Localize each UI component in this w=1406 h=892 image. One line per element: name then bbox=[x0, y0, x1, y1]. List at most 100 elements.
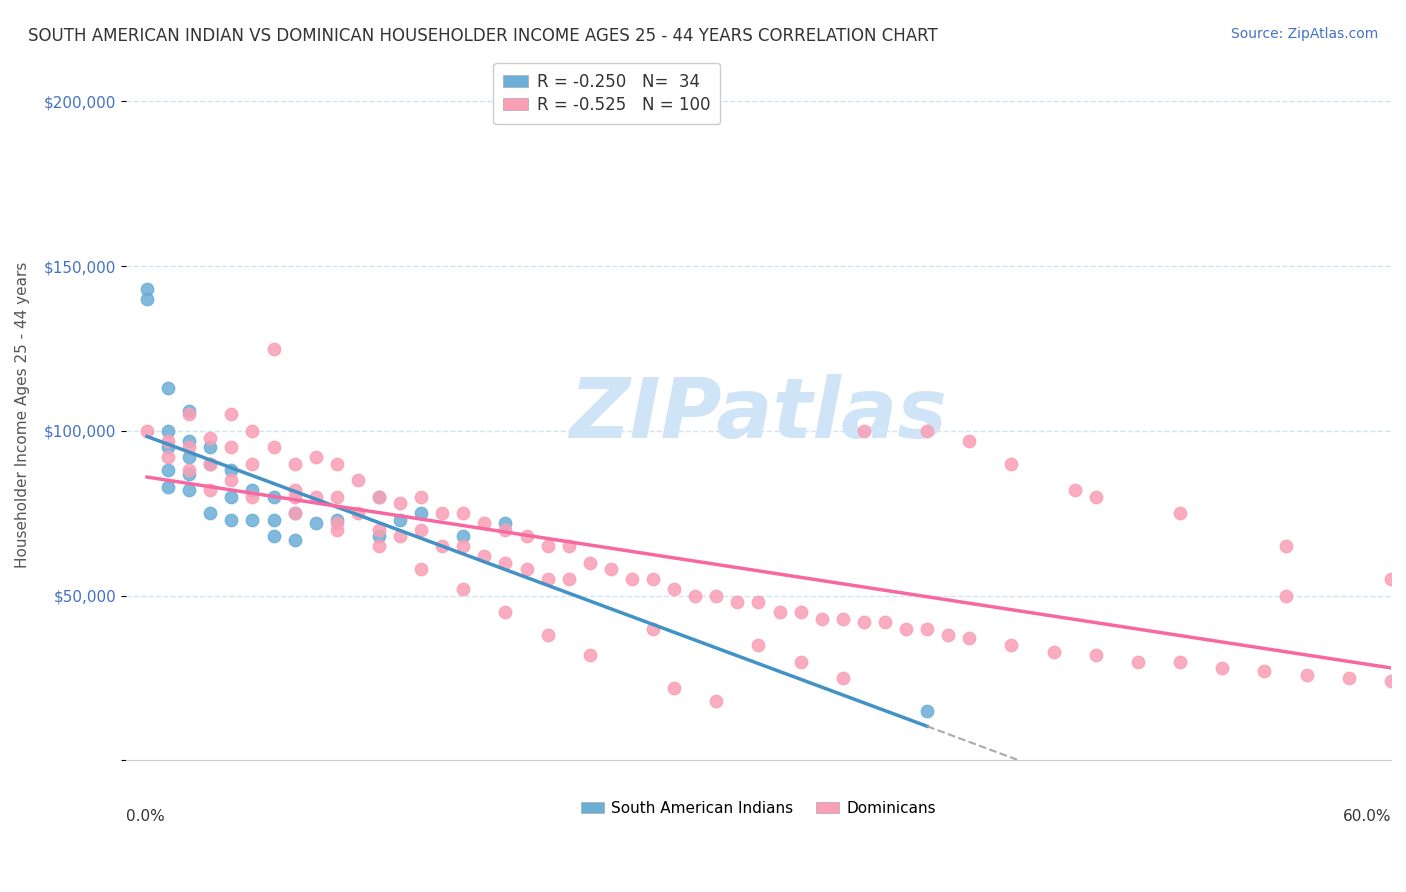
Point bbox=[389, 496, 412, 510]
Point bbox=[495, 523, 517, 537]
Point bbox=[284, 506, 307, 520]
Point bbox=[411, 490, 433, 504]
Point bbox=[157, 441, 180, 455]
Point bbox=[411, 523, 433, 537]
Point bbox=[157, 463, 180, 477]
Point bbox=[157, 450, 180, 465]
Point bbox=[1253, 665, 1275, 679]
Point bbox=[347, 506, 370, 520]
Point bbox=[831, 612, 853, 626]
Point bbox=[495, 605, 517, 619]
Point bbox=[200, 457, 222, 471]
Point bbox=[936, 628, 959, 642]
Point bbox=[221, 441, 243, 455]
Point bbox=[1042, 645, 1064, 659]
Point bbox=[789, 655, 811, 669]
Point bbox=[725, 595, 748, 609]
Point bbox=[326, 457, 349, 471]
Point bbox=[136, 292, 159, 306]
Point bbox=[157, 424, 180, 438]
Point bbox=[200, 506, 222, 520]
Point bbox=[157, 434, 180, 448]
Text: ZIPatlas: ZIPatlas bbox=[569, 374, 948, 455]
Point bbox=[179, 483, 201, 498]
Point bbox=[368, 490, 391, 504]
Point bbox=[242, 457, 264, 471]
Point bbox=[284, 533, 307, 547]
Point bbox=[347, 474, 370, 488]
Point bbox=[179, 463, 201, 477]
Point bbox=[537, 628, 560, 642]
Point bbox=[432, 539, 454, 553]
Point bbox=[957, 632, 980, 646]
Point bbox=[600, 562, 623, 576]
Point bbox=[579, 648, 602, 662]
Point bbox=[662, 681, 685, 695]
Point bbox=[453, 582, 475, 596]
Point bbox=[1211, 661, 1233, 675]
Text: SOUTH AMERICAN INDIAN VS DOMINICAN HOUSEHOLDER INCOME AGES 25 - 44 YEARS CORRELA: SOUTH AMERICAN INDIAN VS DOMINICAN HOUSE… bbox=[28, 27, 938, 45]
Point bbox=[516, 562, 538, 576]
Point bbox=[704, 694, 727, 708]
Point bbox=[1379, 572, 1402, 586]
Point bbox=[641, 622, 664, 636]
Text: Source: ZipAtlas.com: Source: ZipAtlas.com bbox=[1230, 27, 1378, 41]
Point bbox=[537, 572, 560, 586]
Point bbox=[157, 480, 180, 494]
Point bbox=[221, 463, 243, 477]
Point bbox=[453, 506, 475, 520]
Point bbox=[683, 589, 706, 603]
Point bbox=[242, 513, 264, 527]
Point bbox=[495, 556, 517, 570]
Point bbox=[1379, 674, 1402, 689]
Point bbox=[157, 381, 180, 395]
Point bbox=[368, 490, 391, 504]
Point bbox=[179, 467, 201, 481]
Point bbox=[221, 490, 243, 504]
Point bbox=[873, 615, 896, 629]
Point bbox=[747, 595, 769, 609]
Point bbox=[221, 513, 243, 527]
Point bbox=[326, 516, 349, 531]
Point bbox=[558, 539, 581, 553]
Point bbox=[136, 282, 159, 296]
Point bbox=[368, 529, 391, 543]
Point bbox=[389, 529, 412, 543]
Point bbox=[326, 490, 349, 504]
Point bbox=[831, 671, 853, 685]
Point bbox=[368, 539, 391, 553]
Point bbox=[641, 572, 664, 586]
Point bbox=[326, 513, 349, 527]
Point bbox=[894, 622, 917, 636]
Point bbox=[389, 513, 412, 527]
Point bbox=[516, 529, 538, 543]
Point bbox=[620, 572, 643, 586]
Point bbox=[915, 622, 938, 636]
Point bbox=[495, 516, 517, 531]
Point bbox=[1168, 655, 1191, 669]
Point bbox=[242, 424, 264, 438]
Point bbox=[1337, 671, 1360, 685]
Point bbox=[957, 434, 980, 448]
Point bbox=[852, 424, 875, 438]
Point bbox=[704, 589, 727, 603]
Text: 60.0%: 60.0% bbox=[1343, 809, 1391, 824]
Point bbox=[263, 490, 285, 504]
Point bbox=[305, 490, 328, 504]
Point bbox=[179, 434, 201, 448]
Point bbox=[1000, 457, 1022, 471]
Point bbox=[242, 483, 264, 498]
Point bbox=[326, 523, 349, 537]
Point bbox=[200, 430, 222, 444]
Point bbox=[411, 506, 433, 520]
Point bbox=[284, 506, 307, 520]
Text: 0.0%: 0.0% bbox=[127, 809, 165, 824]
Point bbox=[200, 483, 222, 498]
Point bbox=[810, 612, 832, 626]
Point bbox=[263, 529, 285, 543]
Point bbox=[1274, 539, 1296, 553]
Point bbox=[263, 513, 285, 527]
Point bbox=[453, 529, 475, 543]
Point bbox=[179, 408, 201, 422]
Point bbox=[242, 490, 264, 504]
